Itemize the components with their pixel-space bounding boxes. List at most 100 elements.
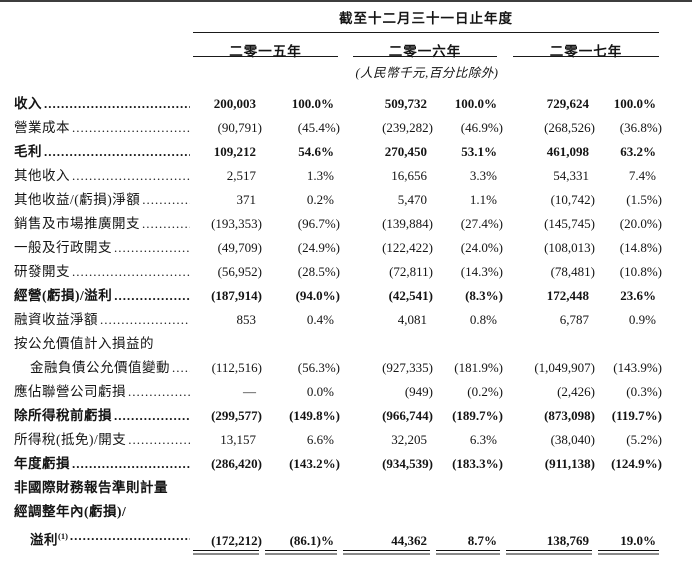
dot-leader xyxy=(70,452,190,476)
cell-2015-value: 2,517 xyxy=(226,168,256,183)
cell-2016-pct: 6.3% xyxy=(469,432,497,447)
cell-2016-value: (239,282) xyxy=(382,120,433,135)
year-rule-2017 xyxy=(513,56,659,57)
table-row: 所得稅(抵免)/開支 13,157 6.6% 32,205 6.3% (38,0… xyxy=(14,428,662,452)
row-label: 收入 xyxy=(14,96,42,111)
row-label: 按公允價值計入損益的 xyxy=(14,336,154,351)
cell-2015-value: (56,952) xyxy=(217,264,262,279)
table-row: 非國際財務報告準則計量 xyxy=(14,476,662,500)
cell-2015-pct: 0.0% xyxy=(306,384,334,399)
cell-2017-value: (108,013) xyxy=(544,240,595,255)
cell-2017-value: (145,745) xyxy=(544,216,595,231)
cell-2015-pct: (96.7%) xyxy=(297,216,340,231)
cell-2017-value: 138,769 xyxy=(503,529,595,555)
row-label-cell: 經調整年內(虧損)/ xyxy=(14,500,190,524)
row-label: 金融負債公允價值變動 xyxy=(30,360,170,375)
year-column-2016: 二零一六年 xyxy=(388,44,462,59)
cell-2016-pct: (14.3%) xyxy=(460,264,503,279)
table-row: 經營(虧損)/溢利 (187,914) (94.0%) (42,541) (8.… xyxy=(14,284,662,308)
cell-2016-value: (966,744) xyxy=(382,408,433,423)
cell-2017-pct: 100.0% xyxy=(613,96,656,111)
row-label-cell: 非國際財務報告準則計量 xyxy=(14,476,190,500)
table-row: 銷售及市場推廣開支 (193,353) (96.7%) (139,884) (2… xyxy=(14,212,662,236)
cell-2016-value: 270,450 xyxy=(384,144,427,159)
table-row: 金融負債公允價值變動 (112,516) (56.3%) (927,335) (… xyxy=(14,356,662,380)
cell-2017-value: 461,098 xyxy=(546,144,589,159)
cell-2016-value: 4,081 xyxy=(397,312,427,327)
cell-2017-pct: 63.2% xyxy=(620,144,656,159)
row-label-cell: 金融負債公允價值變動 xyxy=(14,356,190,380)
dot-leader xyxy=(126,428,190,452)
dot-leader xyxy=(140,188,190,212)
row-label-cell: 年度虧損 xyxy=(14,452,190,476)
row-label: 銷售及市場推廣開支 xyxy=(14,216,140,231)
cell-2015-pct: 0.4% xyxy=(306,312,334,327)
cell-2017-pct: (14.8%) xyxy=(619,240,662,255)
table-row: 其他收益/(虧損)淨額 371 0.2% 5,470 1.1% (10,742)… xyxy=(14,188,662,212)
cell-2017-value: (1,049,907) xyxy=(534,360,595,375)
cell-2017-pct: (124.9%) xyxy=(611,456,662,471)
cell-2015-pct: (86.1)% xyxy=(262,529,340,555)
row-label-cell: 應佔聯營公司虧損 xyxy=(14,380,190,404)
cell-2017-pct: (143.9%) xyxy=(613,360,662,375)
row-label: 經營(虧損)/溢利 xyxy=(14,288,113,303)
row-label-cell: 經營(虧損)/溢利 xyxy=(14,284,190,308)
dot-leader xyxy=(42,92,190,116)
cell-2017-value: 54,331 xyxy=(553,168,589,183)
cell-2016-pct: 100.0% xyxy=(454,96,497,111)
row-label: 融資收益淨額 xyxy=(14,312,98,327)
cell-2015-pct: 0.2% xyxy=(306,192,334,207)
cell-2017-pct: 19.0% xyxy=(595,529,662,555)
row-label: 其他收入 xyxy=(14,168,70,183)
cell-2017-value: 729,624 xyxy=(546,96,589,111)
dot-leader xyxy=(98,308,190,332)
dot-leader xyxy=(170,356,190,380)
cell-2017-value: 172,448 xyxy=(546,288,589,303)
row-label: 非國際財務報告準則計量 xyxy=(14,480,168,495)
cell-2016-pct: 3.3% xyxy=(469,168,497,183)
row-label: 應佔聯營公司虧損 xyxy=(14,384,126,399)
cell-2017-pct: (20.0%) xyxy=(619,216,662,231)
dot-leader xyxy=(68,524,190,553)
cell-2015-value: (112,516) xyxy=(211,360,262,375)
cell-2015-pct: 100.0% xyxy=(291,96,334,111)
cell-2015-pct: (143.2%) xyxy=(289,456,340,471)
cell-2017-value: (2,426) xyxy=(557,384,595,399)
row-label-cell: 除所得稅前虧損 xyxy=(14,404,190,428)
row-label-cell: 研發開支 xyxy=(14,260,190,284)
cell-2016-value: (139,884) xyxy=(382,216,433,231)
dot-leader xyxy=(126,380,190,404)
cell-2015-pct: 6.6% xyxy=(306,432,334,447)
dot-leader xyxy=(112,236,190,260)
dot-leader xyxy=(126,500,190,524)
cell-2016-value: (927,335) xyxy=(382,360,433,375)
cell-2017-value: (873,098) xyxy=(544,408,595,423)
cell-2016-value: (949) xyxy=(404,384,433,399)
table-row: 毛利 109,212 54.6% 270,450 53.1% 461,098 6… xyxy=(14,140,662,164)
cell-2015-value: 853 xyxy=(236,312,257,327)
cell-2016-pct: (27.4%) xyxy=(460,216,503,231)
row-label-cell: 其他收入 xyxy=(14,164,190,188)
dot-leader xyxy=(154,332,190,356)
cell-2015-pct: 54.6% xyxy=(298,144,334,159)
row-label: 研發開支 xyxy=(14,264,70,279)
row-label: 毛利 xyxy=(14,144,42,159)
unit-note: (人民幣千元,百分比除外) xyxy=(355,66,499,80)
year-rule-2015 xyxy=(193,56,338,57)
table-row: 年度虧損 (286,420) (143.2%) (934,539) (183.3… xyxy=(14,452,662,476)
row-label: 一般及行政開支 xyxy=(14,240,112,255)
cell-2016-value: 32,205 xyxy=(391,432,427,447)
cell-2017-pct: (0.3%) xyxy=(626,384,662,399)
cell-2017-value: (10,742) xyxy=(550,192,595,207)
cell-2017-pct: 0.9% xyxy=(628,312,656,327)
cell-2017-value: (268,526) xyxy=(544,120,595,135)
dot-leader xyxy=(70,260,190,284)
cell-2015-pct: (24.9%) xyxy=(297,240,340,255)
cell-2016-value: (122,422) xyxy=(382,240,433,255)
row-label: 年度虧損 xyxy=(14,456,70,471)
period-header-rule xyxy=(193,32,659,33)
row-label-cell: 所得稅(抵免)/開支 xyxy=(14,428,190,452)
cell-2016-pct: 53.1% xyxy=(461,144,497,159)
cell-2015-value: 200,003 xyxy=(213,96,256,111)
row-label: 所得稅(抵免)/開支 xyxy=(14,432,127,447)
